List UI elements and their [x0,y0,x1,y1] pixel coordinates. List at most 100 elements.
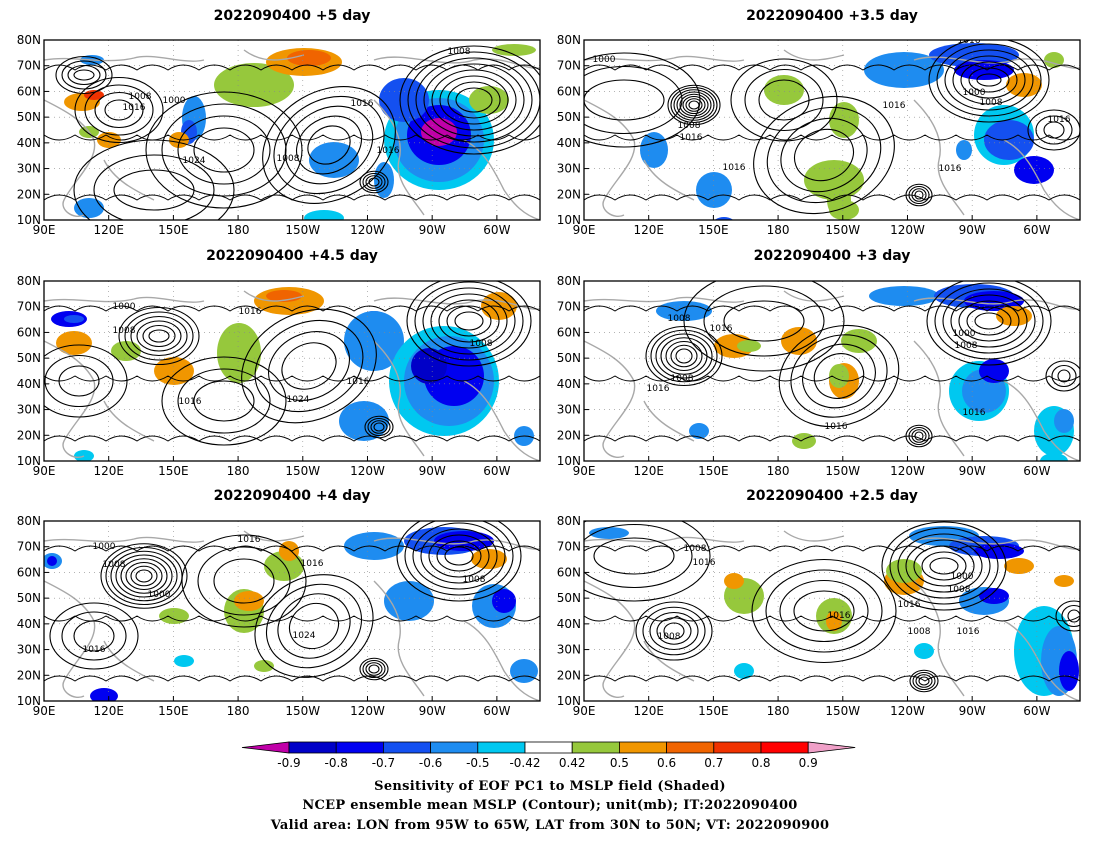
panel-title: 2022090400 +4.5 day [206,248,378,264]
contour-label: 1016 [939,164,962,174]
panel-title: 2022090400 +3.5 day [746,8,918,24]
sensitivity-shade [864,52,944,88]
mslp-contour [584,615,1080,622]
mslp-contour [635,601,713,661]
mslp-contour [193,380,255,422]
colorbar-min-arrow [241,741,290,754]
sensitivity-shade [714,217,734,220]
mslp-contour [802,343,876,409]
colorbar-tick-label: -0.7 [372,756,395,770]
lat-tick-label: 40N [17,617,41,631]
colorbar-swatch [524,741,573,754]
colorbar-tick-label: -0.6 [419,756,442,770]
mslp-contour [455,87,493,113]
sensitivity-shade [304,210,344,220]
mslp-contour [813,353,865,399]
mslp-contour [423,63,525,137]
lat-tick-label: 30N [557,162,581,176]
sensitivity-shade [886,559,922,583]
lon-tick-label: 150E [158,223,189,237]
mslp-contour [584,675,1080,682]
lon-tick-label: 90E [33,223,56,237]
mslp-contour [454,311,484,331]
coastline [373,580,425,697]
mslp-contour [685,98,703,112]
colorbar-swatch [430,741,479,754]
mslp-contour [307,125,351,165]
colorbar-tick-label: -0.8 [324,756,347,770]
mslp-contour [55,55,113,95]
lat-tick-label: 60N [17,565,41,579]
mslp-contour [1055,600,1080,632]
mslp-contour [84,84,154,136]
sensitivity-shade [714,334,754,358]
mslp-contour [751,558,897,664]
sensitivity-shade [1040,453,1068,461]
mslp-contour [125,561,163,591]
sensitivity-shade [90,688,118,701]
contour-label: 1016 [957,627,980,637]
mslp-contour [104,99,134,121]
sensitivity-shade [74,198,104,218]
sensitivity-shade [234,591,264,611]
coastline [44,296,205,303]
colorbar-tick-label: -0.5 [466,756,489,770]
sensitivity-shade [217,323,261,383]
colorbar-swatch [619,741,668,754]
mslp-contour [115,554,173,598]
mslp-contour [365,175,383,189]
coastline [783,530,845,542]
mslp-contour [663,622,685,640]
mslp-contour [1035,115,1073,145]
contour-label: 1016 [647,384,670,394]
colorbar-tick-label: 0.5 [610,756,629,770]
mslp-contour [213,558,275,604]
lat-tick-label: 60N [557,325,581,339]
lat-tick-label: 10N [17,213,41,227]
contour-label: 1000 [163,96,186,106]
coastline [584,99,636,217]
mslp-contour [44,375,540,382]
mslp-contour [73,69,95,81]
colorbar-tick-label: -0.9 [277,756,300,770]
mslp-contour [968,67,1010,93]
coastline [1003,139,1080,220]
colorbar-max-arrow [807,741,856,754]
mslp-contour [744,68,824,132]
mslp-contour [793,128,855,182]
contour-label: 1008 [470,339,493,349]
mslp-contour [265,583,363,669]
mslp-contour [1027,109,1080,151]
lat-tick-label: 50N [17,351,41,365]
lat-tick-label: 70N [17,59,41,73]
contour-label: 1016 [123,103,146,113]
lon-tick-label: 180 [767,464,790,478]
lon-tick-label: 90W [959,223,986,237]
mslp-contour [688,100,700,110]
mslp-contour [370,420,388,434]
contour-label: 1016 [958,36,981,46]
lat-tick-label: 10N [557,694,581,708]
sensitivity-shade [421,118,457,146]
panel-title: 2022090400 +4 day [214,488,371,504]
mslp-contour [1061,604,1080,628]
mslp-contour [683,281,845,372]
lon-tick-label: 180 [227,223,250,237]
contour-label: 1008 [448,47,471,57]
map-frame [583,280,1081,462]
coastline [373,56,540,69]
sensitivity-shade [696,172,732,208]
sensitivity-shade [492,589,516,613]
sensitivity-shade [764,75,804,105]
mslp-contour [446,305,492,337]
coastline [373,537,540,550]
contour-label: 1024 [293,631,316,641]
contour-label: 1000 [93,542,116,552]
mslp-contour [793,590,855,632]
mslp-contour [44,344,128,418]
contour-label: 1008 [668,314,691,324]
mslp-contour [447,81,501,119]
mslp-contour [362,659,386,679]
map-panel-4-5day: 1000 1008 1016 1016 1024 1016 1008 10N 20N 30N 40N… [17,274,541,478]
mslp-contour [936,43,1042,117]
